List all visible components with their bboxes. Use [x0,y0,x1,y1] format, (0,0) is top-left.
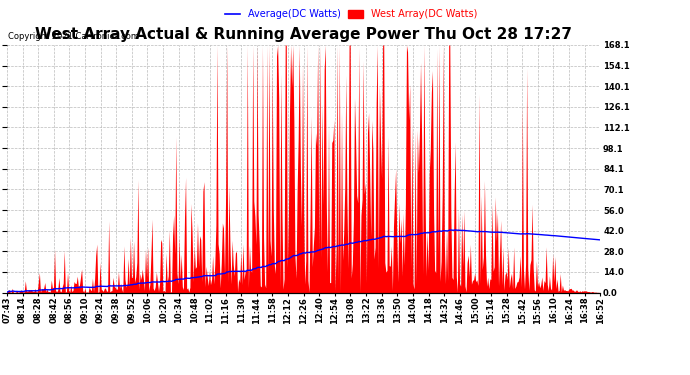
Text: Copyright 2021 Cartronics.com: Copyright 2021 Cartronics.com [8,32,139,41]
Title: West Array Actual & Running Average Power Thu Oct 28 17:27: West Array Actual & Running Average Powe… [35,27,572,42]
Legend: Average(DC Watts), West Array(DC Watts): Average(DC Watts), West Array(DC Watts) [221,5,481,23]
